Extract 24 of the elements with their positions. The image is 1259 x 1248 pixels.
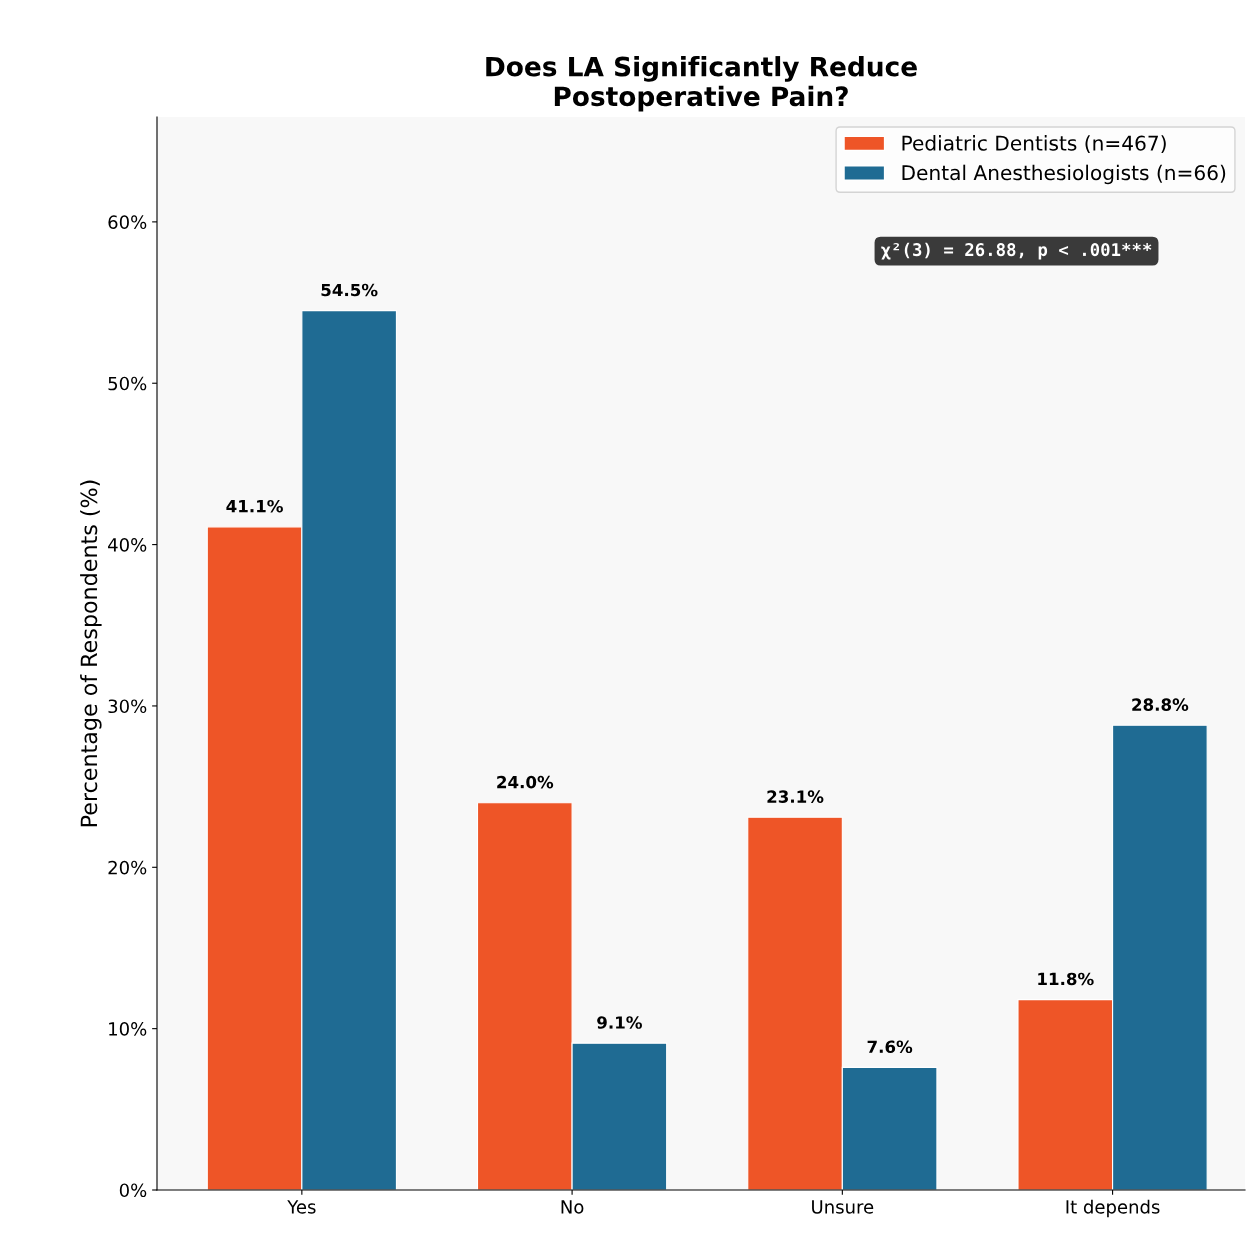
y-tick-label: 20% xyxy=(108,860,147,875)
text: 24.0% xyxy=(497,775,554,789)
text: 23.1% xyxy=(767,790,824,803)
x-tick-label: Unsure xyxy=(812,1200,874,1214)
text: 9.1% xyxy=(597,1016,642,1029)
y-tick-label: 40% xyxy=(108,538,147,552)
text: 41.1% xyxy=(226,499,283,513)
y-tick-label: 30% xyxy=(108,699,147,714)
text: 28.8% xyxy=(1132,698,1189,711)
y-tick-label: 10% xyxy=(109,1022,147,1036)
y-tick-label: 0% xyxy=(119,1183,147,1198)
annotation: χ²(3) = 26.88, p < .001*** xyxy=(881,242,1152,260)
x-tick-label: It depends xyxy=(1066,1199,1160,1218)
legend-label: Pediatric Dentists (n=467) xyxy=(902,135,1166,154)
y-axis-title: Percentage of Respondents (%) xyxy=(80,480,102,827)
x-tick-label: Yes xyxy=(287,1200,316,1214)
y-tick-label: 60% xyxy=(108,215,147,229)
legend-label: Dental Anesthesiologists (n=66) xyxy=(902,164,1226,185)
text: 11.8% xyxy=(1038,972,1094,986)
y-tick-label: 50% xyxy=(108,376,147,391)
x-tick-label: No xyxy=(561,1200,584,1214)
chart-title: Does LA Significantly Reduce Postoperative Pain? xyxy=(486,56,917,112)
text: 54.5% xyxy=(321,283,378,297)
text: 7.6% xyxy=(867,1040,913,1054)
